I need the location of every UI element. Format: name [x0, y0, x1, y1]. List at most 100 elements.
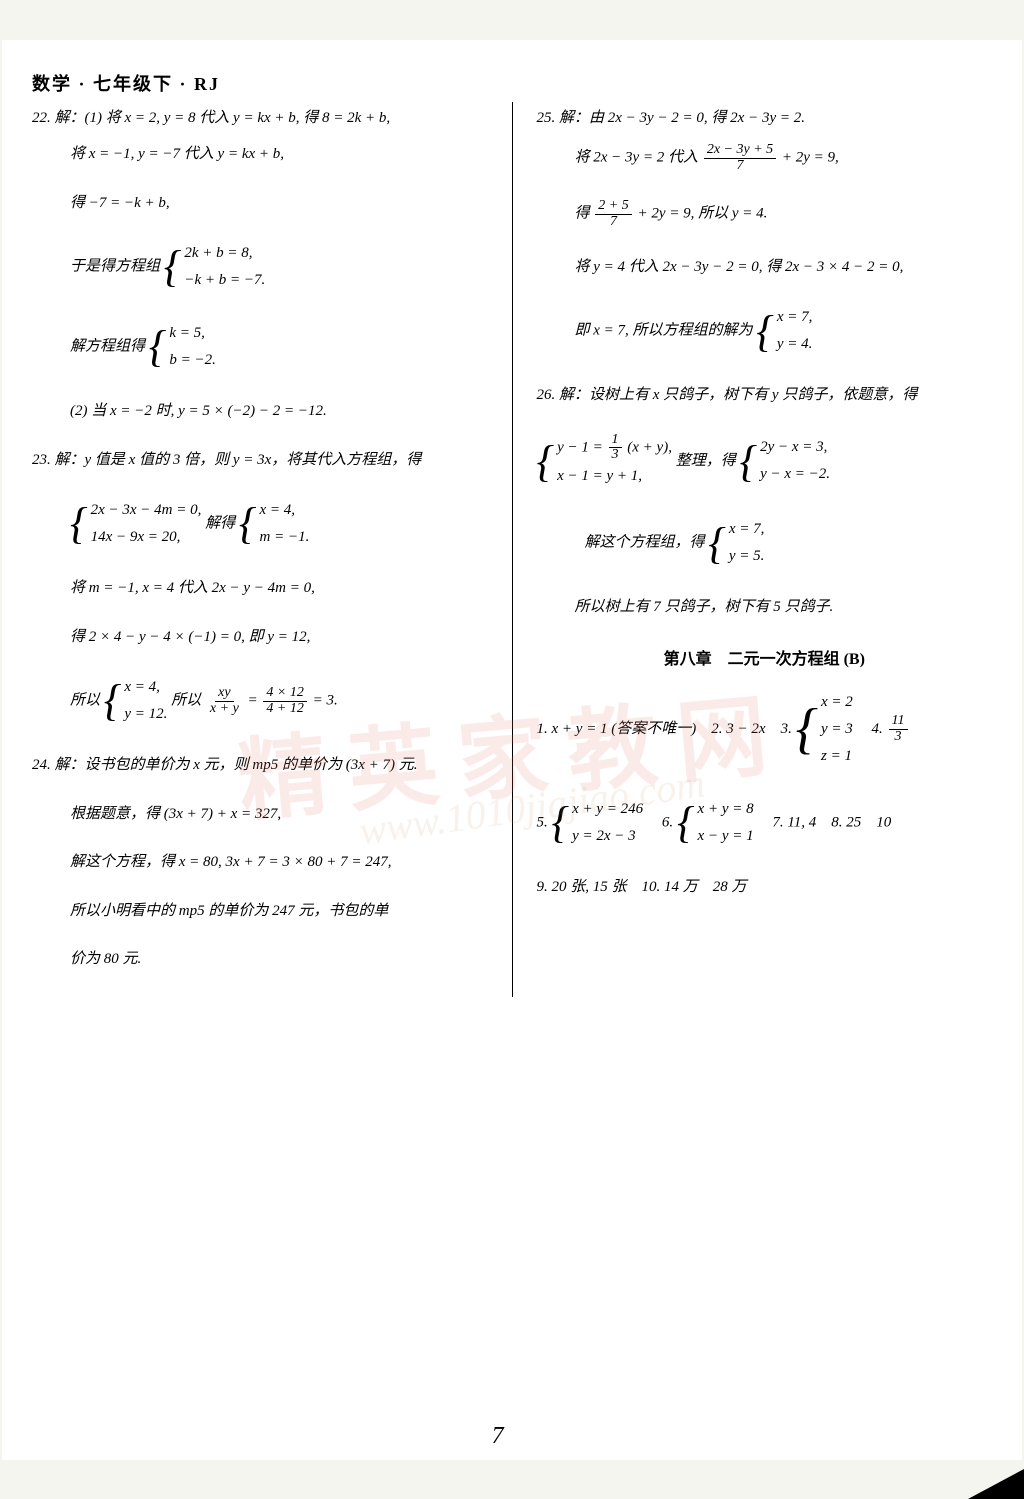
q23-final-tail: = 3.: [313, 692, 338, 708]
q23-systems: { 2x − 3x − 4m = 0, 14x − 9x = 20, 解得 { …: [70, 497, 488, 551]
q26-sys1-a: y − 1 = 1 3 (x + y),: [557, 433, 672, 463]
q25-final-b: y = 4.: [777, 331, 813, 358]
q26-solve-label: 解这个方程组，得: [585, 535, 705, 551]
b-line2-s1a: x + y = 246: [572, 796, 643, 823]
q23-sub: 将 m = −1, x = 4 代入 2x − y − 4m = 0,: [70, 577, 488, 600]
q23-mid: 解得: [205, 515, 235, 531]
q23-sys2-a: x = 4,: [260, 497, 310, 524]
q25-back: 将 y = 4 代入 2x − 3y − 2 = 0, 得 2x − 3 × 4…: [575, 256, 993, 279]
frac-num: xy: [215, 686, 233, 702]
q26-sys2-a: 2y − x = 3,: [760, 434, 830, 461]
fraction: 1 3: [609, 433, 622, 463]
q23-so-a: x = 4,: [124, 674, 167, 701]
frac-den: 7: [607, 215, 620, 230]
fraction: 11 3: [889, 714, 908, 744]
b-line2-tail: 7. 11, 4 8. 25 10: [757, 814, 891, 830]
q23-so-b: y = 12.: [124, 701, 167, 728]
b-line2-s2a: x + y = 8: [698, 796, 754, 823]
q23-open: 23. 解：y 值是 x 值的 3 倍，则 y = 3x，将其代入方程组，得: [32, 449, 488, 472]
b-line1-b: y = 3: [821, 716, 853, 743]
q25-eval-tail: + 2y = 9, 所以 y = 4.: [637, 206, 767, 222]
b-line1-pre: 1. x + y = 1 (答案不唯一) 2. 3 − 2x 3.: [537, 721, 792, 737]
q26-sys1-b: x − 1 = y + 1,: [557, 463, 672, 490]
q26-solve-a: x = 7,: [729, 516, 765, 543]
q23-sys1-a: 2x − 3x − 4m = 0,: [91, 497, 202, 524]
fraction: 2 + 5 7: [595, 199, 631, 229]
frac-den: 3: [609, 448, 622, 463]
fraction: 4 × 12 4 + 12: [263, 686, 306, 716]
q26-sys2-b: y − x = −2.: [760, 461, 830, 488]
fraction: xy x + y: [207, 686, 242, 716]
q26-systems: { y − 1 = 1 3 (x + y), x − 1 = y + 1,: [537, 433, 993, 490]
q22-part2: (2) 当 x = −2 时, y = 5 × (−2) − 2 = −12.: [70, 400, 488, 423]
frac-den: 3: [892, 730, 905, 745]
page-mark: 7: [492, 1423, 504, 1450]
q23-tail-pre: 所以: [171, 692, 201, 708]
left-brace-icon: {: [739, 444, 757, 479]
eq-sign: =: [248, 692, 262, 708]
q23-eval: 得 2 × 4 − y − 4 × (−1) = 0, 即 y = 12,: [70, 626, 488, 649]
txt: y − 1 =: [557, 439, 606, 455]
frac-num: 1: [609, 433, 622, 449]
q24-solve: 解这个方程，得 x = 80, 3x + 7 = 3 × 80 + 7 = 24…: [70, 851, 488, 874]
q22-solve-a: k = 5,: [169, 320, 216, 347]
q22-sys-label: 于是得方程组: [70, 258, 160, 274]
left-brace-icon: {: [70, 506, 88, 541]
b-line1: 1. x + y = 1 (答案不唯一) 2. 3 − 2x 3. { x = …: [537, 689, 993, 770]
left-column: 22. 解：(1) 将 x = 2, y = 8 代入 y = kx + b, …: [32, 102, 488, 997]
q22-solve: 解方程组得 { k = 5, b = −2.: [70, 320, 488, 374]
q25-final-pre: 即 x = 7, 所以方程组的解为: [575, 323, 753, 339]
q22-solve-label: 解方程组得: [70, 338, 145, 354]
left-brace-icon: {: [552, 805, 570, 840]
b-line2-s1b: y = 2x − 3: [572, 823, 643, 850]
frac-den: 4 + 12: [263, 702, 306, 717]
page-header: 数学 · 七年级下 · RJ: [32, 70, 992, 96]
page: 数学 · 七年级下 · RJ 精英家教网 www.1010jiajiao.com…: [2, 40, 1022, 1460]
q26-solve: 解这个方程组，得 { x = 7, y = 5.: [585, 516, 993, 570]
frac-den: 7: [733, 159, 746, 174]
b-line3: 9. 20 张, 15 张 10. 14 万 28 万: [537, 876, 993, 899]
frac-num: 2x − 3y + 5: [704, 143, 776, 159]
right-column: 25. 解：由 2x − 3y − 2 = 0, 得 2x − 3y = 2. …: [537, 102, 993, 997]
q23-sys1-b: 14x − 9x = 20,: [91, 524, 202, 551]
column-divider: [512, 102, 513, 997]
left-brace-icon: {: [677, 805, 695, 840]
q25-sub-pre: 将 2x − 3y = 2 代入: [575, 150, 699, 166]
frac-num: 11: [889, 714, 908, 730]
q22-sys-b: −k + b = −7.: [184, 267, 265, 294]
left-brace-icon: {: [537, 444, 555, 479]
q25-open: 25. 解：由 2x − 3y − 2 = 0, 得 2x − 3y = 2.: [537, 108, 993, 129]
q22-line3: 得 −7 = −k + b,: [70, 192, 488, 215]
b-line2-pre: 5.: [537, 814, 548, 830]
q22-line1: 22. 解：(1) 将 x = 2, y = 8 代入 y = kx + b, …: [32, 108, 488, 129]
q24-ans1: 所以小明看中的 mp5 的单价为 247 元，书包的单: [70, 900, 488, 923]
q23-result: 所以 { x = 4, y = 12. 所以 xy x + y = 4 × 12: [70, 674, 488, 728]
q26-solve-b: y = 5.: [729, 543, 765, 570]
q25-eval-pre: 得: [575, 206, 590, 222]
q25-sub: 将 2x − 3y = 2 代入 2x − 3y + 5 7 + 2y = 9,: [575, 143, 993, 173]
left-brace-icon: {: [756, 314, 774, 349]
txt: (x + y),: [627, 439, 672, 455]
left-brace-icon: {: [239, 506, 257, 541]
left-brace-icon: {: [708, 526, 726, 561]
b-line2-mid: 6.: [647, 814, 673, 830]
left-brace-icon: {: [164, 249, 182, 284]
q26-mid: 整理，得: [676, 453, 736, 469]
q25-final: 即 x = 7, 所以方程组的解为 { x = 7, y = 4.: [575, 304, 993, 358]
q22-system: 于是得方程组 { 2k + b = 8, −k + b = −7.: [70, 240, 488, 294]
b-line2-s2b: x − y = 1: [698, 823, 754, 850]
q24-eq: 根据题意，得 (3x + 7) + x = 327,: [70, 803, 488, 826]
two-columns: 22. 解：(1) 将 x = 2, y = 8 代入 y = kx + b, …: [32, 102, 992, 997]
q22-sys-a: 2k + b = 8,: [184, 240, 265, 267]
q25-sub-tail: + 2y = 9,: [782, 150, 839, 166]
brace-block: { 2k + b = 8, −k + b = −7.: [164, 240, 266, 294]
q24-ans2: 价为 80 元.: [70, 948, 488, 971]
q25-final-a: x = 7,: [777, 304, 813, 331]
q25-eval: 得 2 + 5 7 + 2y = 9, 所以 y = 4.: [575, 199, 993, 229]
left-brace-icon: {: [149, 329, 167, 364]
b-line1-c: z = 1: [821, 743, 853, 770]
fraction: 2x − 3y + 5 7: [704, 143, 776, 173]
left-brace-icon: {: [104, 683, 122, 718]
chapter-b-title: 第八章 二元一次方程组 (B): [537, 645, 993, 669]
q26-open: 26. 解：设树上有 x 只鸽子，树下有 y 只鸽子，依题意，得: [537, 384, 993, 407]
